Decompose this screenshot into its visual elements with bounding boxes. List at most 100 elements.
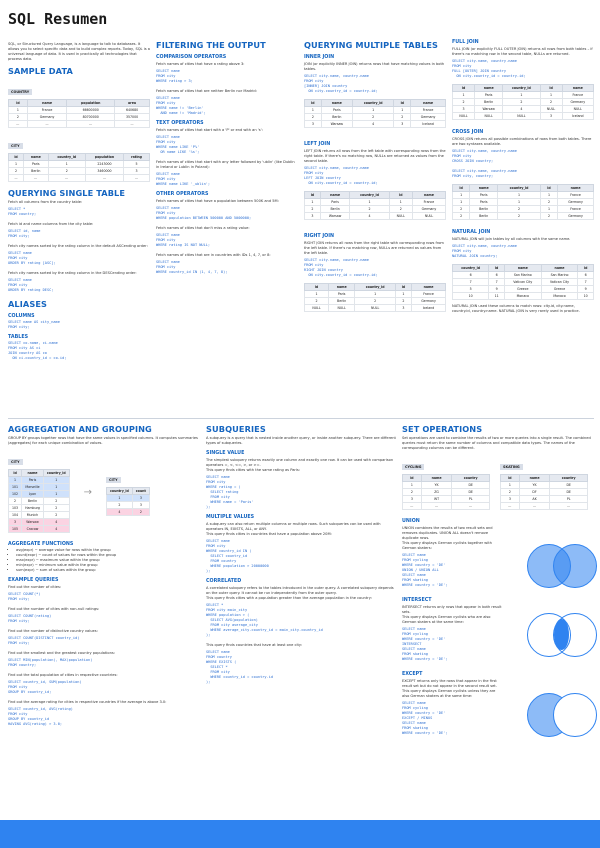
table-cell: Marseille [21,483,44,491]
column-header: name [411,191,447,199]
table-cell: ... [114,120,150,128]
table-cell: 3 [394,304,413,312]
column-header: country_id [42,469,70,477]
right-join-table: id name country_id id name 1 Paris 1 1 France 2 Ber… [304,283,446,312]
table-cell: 1 [354,290,396,298]
table-cell: Berlin [469,212,499,220]
column-header: id [539,184,559,192]
table-row: 1 Paris 1 2 Germany [451,198,594,206]
table-cell: 1 [42,483,70,491]
table-row: 10 11 Monaco Monaco 10 [451,292,594,300]
left-join-label: LEFT JOIN [304,142,331,147]
table-row: 1 Paris 1 1 France [451,191,594,199]
table-row: ......... [402,502,490,510]
natural-join-code: SELECT city.name, country.name FROM city… [452,244,517,258]
table-cell: 640680 [114,106,150,114]
table-cell: 2 [7,167,25,175]
table-cell: WT [420,495,453,503]
column-header: id [539,84,563,92]
column-header: country_id [351,99,395,107]
table-cell: 3 [500,495,520,503]
table-cell: 1 [451,91,476,99]
column-header: name [518,474,551,482]
table-cell: France [26,106,68,114]
column-header: area [114,99,150,107]
column-header: country [451,474,490,482]
column-header: name [474,84,504,92]
agg-query-3: SELECT COUNT(DISTINCT country_id) FROM c… [8,636,80,645]
aliases-tables-label: TABLES [8,335,29,340]
filter-text-2: Fetch names of cities that are neither B… [156,89,257,93]
table-cell: ... [66,120,116,128]
table-row: 104 Munich 2 [7,511,70,519]
table-cell: NULL [304,304,329,312]
table-header-row: id name country_id id name [304,191,447,199]
column-header: name [23,153,49,161]
table-cell: 10 [577,292,594,300]
table-row: 2 Berlin 2 2 Germany [304,297,446,305]
table-cell: 1 [451,198,471,206]
table-cell: 10 [451,292,490,300]
table-header-row: id name country_id population rating [7,153,150,161]
column-header: id [304,99,322,107]
column-header: name [420,474,453,482]
table-cell: 3 [393,120,412,128]
table-cell: 1 [7,160,25,168]
table-cell: 9 [577,285,594,293]
table-row: 7 7 Vatican City Vatican City 7 [451,278,594,286]
table-row: 1 Paris 1 1 France [304,290,446,298]
table-row: ............... [7,174,150,182]
table-cell: Vatican City [540,278,579,286]
table-cell: Paris [23,160,49,168]
table-cell: Berlin [23,167,49,175]
table-row: 2 Berlin 2 3460000 3 [7,167,150,175]
table-cell: 2 [539,198,559,206]
table-cell: Paris [320,106,353,114]
table-cell: 2 [42,497,70,505]
table-cell: Germany [411,297,446,305]
table-cell: NULL [539,105,563,113]
table-row: NULL NULL NULL 3 Iceland [451,112,595,120]
cross-join-code-2: SELECT city.name, country.name FROM city… [452,169,517,178]
aliases-columns-label: COLUMNS [8,314,35,319]
table-cell: NULL [388,212,413,220]
multiple-values-code: SELECT name FROM city WHERE country_id I… [206,539,269,573]
table-cell: Greece [503,285,542,293]
table-cell: 2 [388,205,413,213]
table-cell: 1 [42,490,70,498]
table-cell: Greece [540,285,579,293]
column-header: name [319,191,351,199]
table-cell: 3 [131,493,150,502]
table-cell: DE [549,481,588,489]
agg-result-table: country_id count 1 3 2 3 4 2 [106,486,150,516]
table-row: ......... [500,502,588,510]
table-cell: NULL [561,105,595,113]
table-row: 3 WT PL [402,495,490,503]
agg-result-caption: CITY [106,476,121,483]
table-cell: 1 [388,198,413,206]
table-cell: 1 [539,91,563,99]
table-row: 2 Berlin 2 2 Germany [451,212,594,220]
footer-bar [0,820,600,848]
table-cell: 1 [497,191,541,199]
table-cell: 1 [304,198,321,206]
table-cell: San Marino [503,271,542,279]
table-cell: NULL [474,112,504,120]
table-cell: 2 [349,205,390,213]
union-label: UNION [402,519,420,524]
table-row: NULL NULL NULL 3 Iceland [304,304,446,312]
table-cell: Paris [469,198,499,206]
filter-text-3: Fetch names of cities that start with a … [156,128,263,132]
table-cell: DE [549,488,588,496]
single-text-1: Fetch all columns from the country table… [8,200,83,204]
correlated-code: SELECT * FROM city main_city WHERE popul… [206,603,323,637]
single-code-1: SELECT * FROM country; [8,207,37,216]
subqueries-heading: SUBQUERIES [206,424,266,434]
table-row: 3 AK PL [500,495,588,503]
table-cell: ... [549,502,588,510]
column-header: country_id [497,184,541,192]
table-cell: Germany [561,98,595,106]
table-header-row: id name country_id id name [304,283,446,291]
table-cell: Monaco [540,292,579,300]
table-row: 2 Berlin 2 [7,497,70,505]
